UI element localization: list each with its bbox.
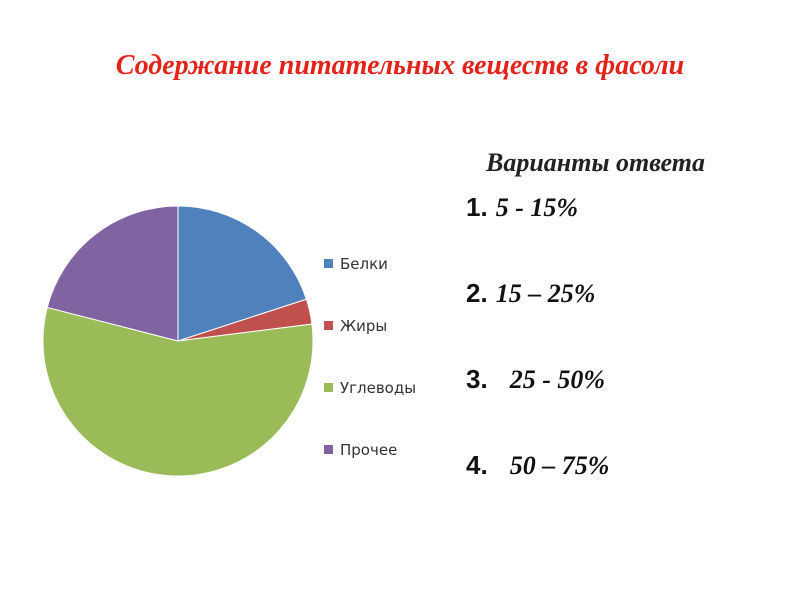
answer-text: 50 – 75% — [509, 451, 610, 480]
legend-swatch — [324, 383, 333, 392]
legend-label: Белки — [340, 255, 388, 273]
legend-label: Жиры — [340, 317, 387, 335]
answer-option-1: 1. 5 - 15% — [466, 192, 578, 223]
answers-heading: Варианты ответа — [486, 148, 705, 177]
answer-option-2: 2. 15 – 25% — [466, 278, 595, 309]
chart-legend: Белки Жиры Углеводы Прочее — [324, 255, 416, 459]
answer-number: 3. — [466, 364, 488, 394]
answer-number: 1. — [466, 192, 488, 222]
legend-swatch — [324, 445, 333, 454]
pie-slice-3 — [42, 306, 314, 477]
legend-swatch — [324, 321, 333, 330]
pie-slice-4 — [46, 205, 179, 342]
answer-text: 25 - 50% — [509, 365, 606, 394]
pie-slices — [42, 205, 314, 477]
legend-label: Прочее — [340, 441, 397, 459]
legend-swatch — [324, 259, 333, 268]
answer-option-3: 3. 25 - 50% — [466, 364, 605, 395]
answer-number: 2. — [466, 278, 488, 308]
answer-option-4: 4. 50 – 75% — [466, 450, 609, 481]
pie-slice-1 — [177, 205, 308, 342]
legend-label: Углеводы — [340, 379, 416, 397]
page-title: Содержание питательных веществ в фасоли — [115, 50, 685, 81]
answer-text: 15 – 25% — [495, 279, 596, 308]
answer-text: 5 - 15% — [495, 193, 579, 222]
answer-number: 4. — [466, 450, 488, 480]
